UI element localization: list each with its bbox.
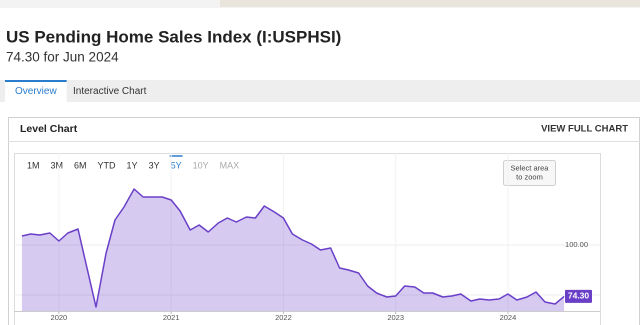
range-button[interactable]: 1M xyxy=(27,160,40,170)
zoom-hint-box xyxy=(503,160,556,186)
range-button[interactable]: 1Y xyxy=(127,160,138,170)
range-button[interactable]: 5Y xyxy=(171,160,182,170)
area-fill xyxy=(21,189,565,311)
x-tick-label: 2024 xyxy=(500,313,517,322)
tab-active-bg xyxy=(5,80,67,102)
last-value-tag xyxy=(565,289,592,303)
x-tick-label: 2023 xyxy=(387,313,404,322)
tabs: Overview Interactive Chart xyxy=(5,80,147,102)
panel-title: Level Chart xyxy=(20,123,78,135)
tab-active-indicator xyxy=(5,80,67,82)
view-full-chart[interactable]: VIEW FULL CHART xyxy=(541,124,628,135)
range-button[interactable]: 3M xyxy=(51,160,64,170)
range-button[interactable]: 3Y xyxy=(149,160,160,170)
tab-bar xyxy=(0,80,640,102)
y-tick-label: 100.00 xyxy=(565,240,588,249)
x-tick-label: 2021 xyxy=(163,313,180,322)
range-button[interactable]: 6M xyxy=(74,160,87,170)
tab-label[interactable]: Overview xyxy=(15,86,57,97)
page-subtitle: 74.30 for Jun 2024 xyxy=(6,50,119,65)
last-value-label: 74.30 xyxy=(568,291,590,301)
tab-label[interactable]: Interactive Chart xyxy=(73,86,147,97)
range-button[interactable]: YTD xyxy=(98,160,117,170)
x-tick-label: 2020 xyxy=(51,313,68,322)
x-tick-label: 2022 xyxy=(275,313,292,322)
range-button: MAX xyxy=(220,160,240,170)
page-title: US Pending Home Sales Index (I:USPHSI) xyxy=(6,27,341,46)
range-button: 10Y xyxy=(193,160,209,170)
zoom-hint: to zoom xyxy=(516,172,543,181)
banner-image xyxy=(220,0,640,7)
zoom-hint: Select area xyxy=(511,163,550,172)
series-line xyxy=(21,188,565,308)
